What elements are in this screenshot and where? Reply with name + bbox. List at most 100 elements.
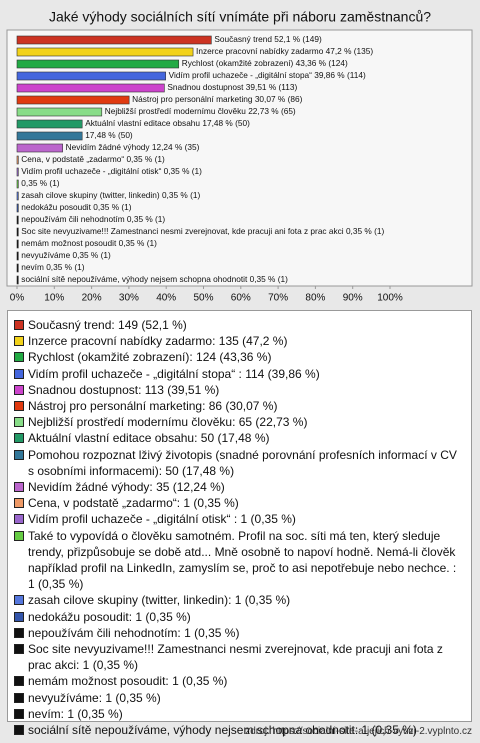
legend-swatch <box>14 530 24 541</box>
legend-item: Pomohou rozpoznat lživý životopis (snadn… <box>14 447 465 479</box>
legend-label: Nevidím žádné výhody: 35 (12,24 %) <box>28 480 225 495</box>
legend-label: Nejbližší prostředí modernímu člověku: 6… <box>28 415 308 430</box>
legend-swatch <box>14 336 24 347</box>
legend-swatch <box>14 676 24 687</box>
bar-label: nemám možnost posoudit 0,35 % (1) <box>21 238 157 248</box>
x-tick-label: 60% <box>231 293 251 304</box>
chart-title: Jaké výhody sociálních sítí vnímáte při … <box>49 9 431 25</box>
legend-label: nemám možnost posoudit: 1 (0,35 %) <box>28 674 228 689</box>
bar-label: nevyužíváme 0,35 % (1) <box>21 250 111 260</box>
legend-item: Nástroj pro personální marketing: 86 (30… <box>14 398 465 414</box>
legend-label: Snadnou dostupnost: 113 (39,51 %) <box>28 382 220 397</box>
bar-label: nepoužívám čili nehodnotím 0,35 % (1) <box>21 214 165 224</box>
bar-label: Současný trend 52,1 % (149) <box>214 34 322 44</box>
bar <box>16 107 103 117</box>
legend-label: Pomohou rozpoznat lživý životopis (snadn… <box>28 447 457 478</box>
x-tick-label: 70% <box>268 293 288 304</box>
bar-label: zasah cilove skupiny (twitter, linkedin)… <box>21 190 200 200</box>
bar <box>16 119 83 129</box>
bar-label: nevím 0,35 % (1) <box>21 262 84 272</box>
legend-label: Současný trend: 149 (52,1 %) <box>28 318 187 332</box>
bar <box>16 179 19 189</box>
legend-swatch <box>14 320 24 330</box>
bar <box>16 191 19 201</box>
x-tick-label: 80% <box>305 293 325 304</box>
legend-swatch <box>14 725 24 736</box>
legend-swatch <box>14 482 24 493</box>
x-tick-label: 20% <box>82 293 102 304</box>
legend-item: nepoužívám čili nehodnotím: 1 (0,35 %) <box>14 625 465 641</box>
legend-item: nemám možnost posoudit: 1 (0,35 %) <box>14 673 465 689</box>
legend-swatch <box>14 417 24 428</box>
bar-label: Vidím profil uchazeče - „digitální otisk… <box>21 166 202 176</box>
legend-swatch <box>14 433 24 444</box>
bar <box>16 35 212 45</box>
legend-label: Také to vypovídá o člověku samotném. Pro… <box>28 528 457 592</box>
bar <box>16 155 19 165</box>
bar <box>16 215 19 225</box>
legend-item: Vidím profil uchazeče - „digitální otisk… <box>14 511 465 527</box>
legend-label: Rychlost (okamžité zobrazení): 124 (43,3… <box>28 350 272 365</box>
chart: Jaké výhody sociálních sítí vnímáte při … <box>6 9 473 304</box>
legend-swatch <box>14 401 24 412</box>
legend-item: nevím: 1 (0,35 %) <box>14 706 465 722</box>
bar-label: Nevidím žádné výhody 12,24 % (35) <box>66 142 200 152</box>
legend-item: Inzerce pracovní nabídky zadarmo: 135 (4… <box>14 333 465 349</box>
legend-swatch <box>14 692 24 703</box>
legend-swatch <box>14 384 24 395</box>
bar-label: Rychlost (okamžité zobrazení) 43,36 % (1… <box>182 58 348 68</box>
bar-label: nedokážu posoudit 0,35 % (1) <box>21 202 131 212</box>
legend-item: sociální sítě nepoužíváme, výhody nejsem… <box>14 722 465 738</box>
legend-label: nedokážu posoudit: 1 (0,35 %) <box>28 609 191 624</box>
x-tick-label: 30% <box>119 293 139 304</box>
legend-label: zasah cilove skupiny (twitter, linkedin)… <box>28 593 291 608</box>
legend-item: Současný trend: 149 (52,1 %) <box>14 317 465 333</box>
legend-label: Aktuální vlastní editace obsahu: 50 (17,… <box>28 431 270 446</box>
bar <box>16 95 130 105</box>
bar <box>16 167 19 177</box>
legend-label: Vidím profil uchazeče - „digitální otisk… <box>28 512 296 527</box>
bar <box>16 59 180 69</box>
legend: Současný trend: 149 (52,1 %) Inzerce prac… <box>7 310 472 737</box>
legend-label: Nástroj pro personální marketing: 86 (30… <box>28 399 278 414</box>
legend-item: Vidím profil uchazeče - „digitální stopa… <box>14 366 465 382</box>
x-tick-label: 100% <box>377 293 403 304</box>
x-tick-label: 10% <box>44 293 64 304</box>
legend-swatch <box>14 352 24 363</box>
x-tick-label: 90% <box>343 293 363 304</box>
bar <box>16 83 165 93</box>
bar <box>16 203 19 213</box>
legend-swatch <box>14 498 24 509</box>
bar <box>16 239 19 249</box>
legend-item: nevyužíváme: 1 (0,35 %) <box>14 690 465 706</box>
legend-item: Rychlost (okamžité zobrazení): 124 (43,3… <box>14 349 465 365</box>
legend-item: Cena, v podstatě „zadarmo“: 1 (0,35 %) <box>14 495 465 511</box>
bar <box>16 227 19 237</box>
legend-label: nevím: 1 (0,35 %) <box>28 706 123 721</box>
legend-item: Nejbližší prostředí modernímu člověku: 6… <box>14 414 465 430</box>
bar-label: Vidím profil uchazeče - „digitální stopa… <box>169 70 366 80</box>
legend-swatch <box>14 627 24 638</box>
bar-label: Aktuální vlastní editace obsahu 17,48 % … <box>85 118 250 128</box>
legend-swatch <box>14 595 24 606</box>
legend-label: sociální sítě nepoužíváme, výhody nejsem… <box>28 723 417 738</box>
bar-label: 17,48 % (50) <box>85 130 133 140</box>
bar <box>16 131 83 141</box>
bar-label: Nástroj pro personální marketing 30,07 %… <box>132 94 302 104</box>
legend-swatch <box>14 449 24 460</box>
source: zdroj: https://socialni-site-a-jejich-vy… <box>245 726 472 737</box>
legend-label: Vidím profil uchazeče - „digitální stopa… <box>28 366 320 381</box>
legend-item: Nevidím žádné výhody: 35 (12,24 %) <box>14 479 465 495</box>
x-tick-label: 0% <box>10 293 25 304</box>
legend-label: nevyužíváme: 1 (0,35 %) <box>28 690 161 705</box>
legend-item: Aktuální vlastní editace obsahu: 50 (17,… <box>14 430 465 446</box>
bar-label: 0,35 % (1) <box>21 178 60 188</box>
legend-swatch <box>14 644 24 655</box>
legend-label: nepoužívám čili nehodnotím: 1 (0,35 %) <box>28 625 240 640</box>
legend-swatch <box>14 368 24 379</box>
bar <box>16 143 63 153</box>
legend-label: Soc site nevyuzivame!!! Zamestnanci nesm… <box>28 642 443 673</box>
legend-item: nedokážu posoudit: 1 (0,35 %) <box>14 609 465 625</box>
x-tick-label: 40% <box>156 293 176 304</box>
